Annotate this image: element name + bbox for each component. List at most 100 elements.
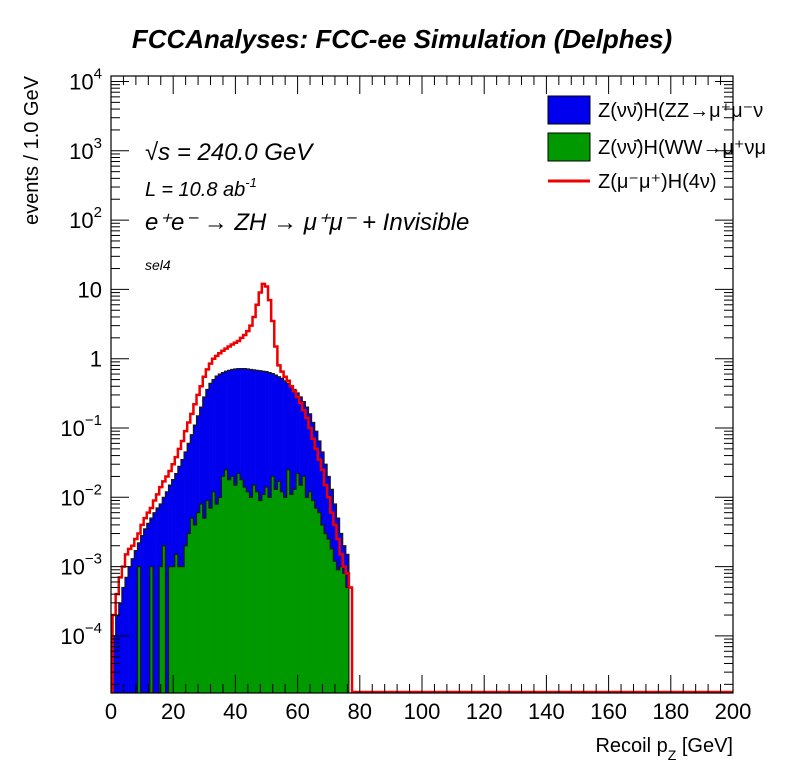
ww-bin: [196, 512, 200, 693]
x-tick-label: 40: [223, 699, 247, 724]
ww-bin: [240, 479, 244, 693]
zz-bin: [112, 635, 116, 693]
chart-title: FCCAnalyses: FCC-ee Simulation (Delphes): [132, 24, 672, 54]
ww-bin: [277, 481, 281, 693]
x-tick-label: 20: [161, 699, 185, 724]
ww-bin: [212, 491, 216, 693]
ww-bin: [199, 504, 204, 693]
ww-bin: [264, 487, 269, 693]
ww-bin: [320, 524, 325, 693]
ww-bin: [296, 473, 300, 693]
ww-bin: [252, 485, 256, 693]
ww-bin: [311, 500, 316, 693]
ww-bin: [246, 491, 250, 693]
ww-bin: [174, 554, 179, 693]
y-tick-label: 104: [69, 65, 102, 94]
legend-label-ww: Z(νν̄)H(WW→μ⁺νμ: [598, 137, 766, 159]
ww-bin: [180, 566, 185, 693]
ww-bin: [274, 489, 278, 693]
y-tick-label: 1: [90, 347, 102, 372]
x-tick-label: 100: [404, 699, 441, 724]
ww-bin: [255, 491, 260, 693]
y-axis-label: events / 1.0 GeV: [21, 75, 43, 225]
ww-bin: [249, 497, 253, 693]
ww-bin: [283, 497, 288, 693]
series-4nu-line: [111, 282, 733, 693]
annotation-sqrt-s: √s = 240.0 GeV: [145, 139, 314, 166]
ww-bin: [258, 500, 263, 693]
ww-bin: [159, 566, 163, 693]
ww-bin: [317, 512, 322, 693]
legend-label-4nu: Z(μ⁻μ⁺)H(4ν): [598, 171, 717, 193]
ww-bin: [289, 494, 294, 693]
ww-bin-outline: [136, 469, 350, 693]
ww-bin: [149, 566, 154, 693]
axis-ticks: [110, 76, 734, 693]
ww-bin: [205, 500, 210, 693]
ww-bin: [305, 497, 309, 693]
ww-bin: [302, 476, 306, 693]
annotation-process: e⁺e⁻ → ZH → μ⁺μ⁻ + Invisible: [145, 209, 469, 236]
ww-bin: [162, 545, 166, 693]
ww-bin: [230, 476, 235, 693]
ww-bin: [187, 533, 191, 693]
zz-bin-outline: [111, 367, 350, 693]
x-tick-label: 120: [466, 699, 503, 724]
ww-bin: [177, 566, 182, 693]
zz-bin: [156, 508, 160, 693]
ww-bin: [243, 487, 247, 693]
ww-bin: [286, 469, 291, 693]
ww-bin: [292, 489, 297, 693]
legend-swatch-zz: [547, 95, 591, 125]
x-tick-labels: 0 20 40 60 80 100 120 140 160 180 200: [105, 699, 751, 724]
x-tick-label: 200: [715, 699, 752, 724]
y-tick-label: 103: [69, 135, 102, 164]
ww-bin: [333, 561, 337, 693]
ww-bin: [271, 476, 275, 693]
y-tick-labels: 10−4 10−3 10−2 10−1 1 10 102 103 104: [60, 65, 102, 648]
x-tick-label: 160: [590, 699, 627, 724]
ww-bin: [184, 545, 188, 693]
ww-bin: [336, 569, 340, 693]
annotation-lumi: L = 10.8 ab-1: [145, 175, 257, 201]
zz-bin: [143, 528, 148, 693]
zz-bin: [121, 587, 126, 693]
ww-bin: [268, 497, 272, 693]
ww-bin: [299, 485, 303, 693]
annotations: √s = 240.0 GeV L = 10.8 ab-1 e⁺e⁻ → ZH →…: [145, 139, 469, 273]
x-tick-label: 180: [652, 699, 689, 724]
series-ww-bars: [136, 469, 350, 693]
ww-bin: [193, 524, 197, 693]
zz-bin: [115, 615, 120, 693]
ww-bin: [314, 508, 319, 693]
legend-label-zz: Z(νν̄)H(ZZ→μ⁺μ⁻ν: [598, 100, 763, 122]
zz-bin: [128, 566, 132, 693]
x-tick-label: 140: [528, 699, 565, 724]
y-tick-label: 102: [69, 204, 102, 233]
y-tick-label: 10: [78, 277, 102, 302]
ww-bin: [339, 566, 343, 693]
x-tick-label: 80: [348, 699, 372, 724]
zz-bin: [125, 577, 129, 693]
y-tick-label: 10−1: [60, 412, 102, 441]
ww-bin: [168, 566, 172, 693]
ww-bin: [342, 573, 347, 693]
legend: Z(νν̄)H(ZZ→μ⁺μ⁻ν Z(νν̄)H(WW→μ⁺νμ Z(μ⁻μ⁺)…: [547, 95, 766, 193]
y-tick-label: 10−4: [60, 620, 102, 649]
ww-bin: [227, 479, 232, 693]
x-tick-label: 0: [105, 699, 117, 724]
ww-bin: [221, 476, 225, 693]
zz-bin: [131, 558, 135, 693]
legend-swatch-ww: [547, 132, 591, 162]
ww-bin: [345, 587, 350, 693]
zz-bin: [118, 602, 123, 693]
ww-bin: [224, 469, 228, 693]
ww-bin: [190, 518, 194, 693]
x-axis-label: Recoil pZ [GeV]: [595, 735, 733, 763]
ww-bin: [202, 518, 207, 693]
ww-bin: [208, 508, 213, 693]
x-tick-label: 60: [285, 699, 309, 724]
ww-bin: [327, 539, 331, 693]
zz-bin: [134, 550, 138, 693]
